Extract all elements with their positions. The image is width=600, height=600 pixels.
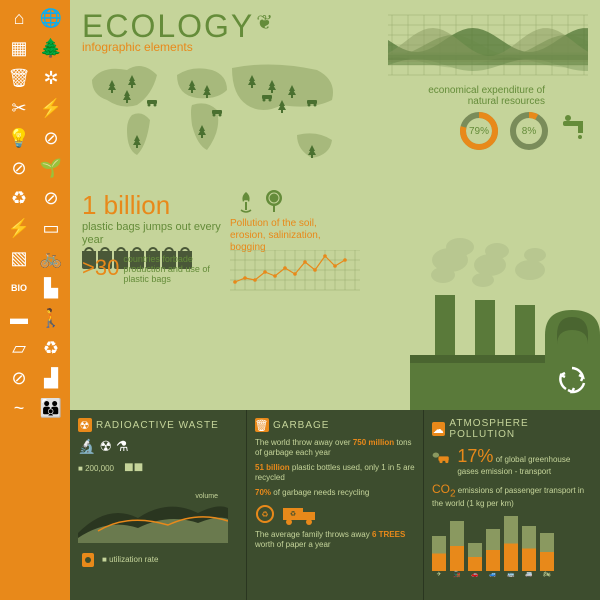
- panel-garbage: 🗑GARBAGE The world throw away over 750 m…: [247, 410, 424, 600]
- line-chart: [230, 250, 360, 292]
- bio-icon: BIO: [4, 274, 34, 302]
- sprout-icon: 🌱: [36, 154, 66, 182]
- svg-text:♻: ♻: [290, 511, 296, 518]
- barrel-icon: [78, 549, 98, 569]
- hiker-icon: 🚶: [36, 304, 66, 332]
- factory-icon: ▟: [36, 364, 66, 392]
- world-map: [82, 50, 352, 180]
- cloud-icon: ☁: [432, 422, 445, 436]
- icon-sidebar: ⌂🌐▦🌲🗑✲✂⚡💡⊘⊘🌱♻⊘⚡▭▧🚲BIO▙▬🚶▱♻⊘▟~👪: [0, 0, 70, 600]
- recycle-icon: ♻: [4, 184, 34, 212]
- city-icon: ▙: [36, 274, 66, 302]
- radio-area-chart: volume: [78, 483, 228, 543]
- antenna-icon: ⚡: [36, 94, 66, 122]
- garbage-truck-icon: ♻: [281, 502, 321, 526]
- solar-icon: ▦: [4, 34, 34, 62]
- atmo-bar-chart: [432, 516, 592, 571]
- tree-icon: 🌲: [36, 34, 66, 62]
- upper-section: ECOLOGY❦ infographic elements economical…: [70, 0, 600, 410]
- thirty-block: >30 countries forbade production and use…: [82, 255, 232, 285]
- radio-icon-row: 🔬☢⚗: [78, 438, 238, 455]
- panel-atmosphere: ☁ATMOSPHERE POLLUTION 17% of global gree…: [424, 410, 600, 600]
- nosmoking-icon: ⊘: [36, 184, 66, 212]
- trash-icon: 🗑: [255, 418, 269, 432]
- car-icon: ▬: [4, 304, 34, 332]
- nofire-icon: ⊘: [36, 124, 66, 152]
- book-icon: ▭: [36, 214, 66, 242]
- globe-icon: 🌐: [36, 4, 66, 32]
- donut-row: 79% 8%: [458, 110, 588, 152]
- panel-radioactive: ☢RADIOACTIVE WASTE 🔬☢⚗ ■ 200,000 ■■ volu…: [70, 410, 247, 600]
- svg-text:volume: volume: [195, 493, 218, 500]
- car-smoke-icon: [432, 446, 451, 468]
- recycle2-icon: ♻: [36, 334, 66, 362]
- nosmoke2-icon: ⊘: [4, 364, 34, 392]
- bulb-icon: 💡: [4, 124, 34, 152]
- noplant-icon: ⊘: [4, 154, 34, 182]
- wind-icon: ✲: [36, 64, 66, 92]
- faucet-icon: [558, 113, 588, 150]
- trash-icon: 🗑: [4, 64, 34, 92]
- power-icon: ⚡: [4, 214, 34, 242]
- wave-chart: [388, 10, 588, 80]
- pollution-text: Pollution of the soil, erosion, saliniza…: [230, 218, 350, 254]
- birds-icon: ~: [4, 394, 34, 422]
- truck-icon: ▧: [4, 244, 34, 272]
- scissor-icon: ✂: [4, 94, 34, 122]
- recycle-small-icon: ♻: [255, 504, 275, 524]
- radioactive-icon: ☢: [78, 418, 92, 432]
- svg-text:♻: ♻: [261, 510, 268, 519]
- family-icon: 👪: [36, 394, 66, 422]
- donut-79: 79%: [458, 110, 500, 152]
- bike-icon: 🚲: [36, 244, 66, 272]
- econ-text: economical expenditure of natural resour…: [400, 85, 545, 107]
- factory-graphic: [405, 235, 600, 410]
- donut-8: 8%: [508, 110, 550, 152]
- lower-section: ☢RADIOACTIVE WASTE 🔬☢⚗ ■ 200,000 ■■ volu…: [70, 410, 600, 600]
- bag-icon: ▱: [4, 334, 34, 362]
- home-icon: ⌂: [4, 4, 34, 32]
- plant-tree-icons: [235, 188, 285, 214]
